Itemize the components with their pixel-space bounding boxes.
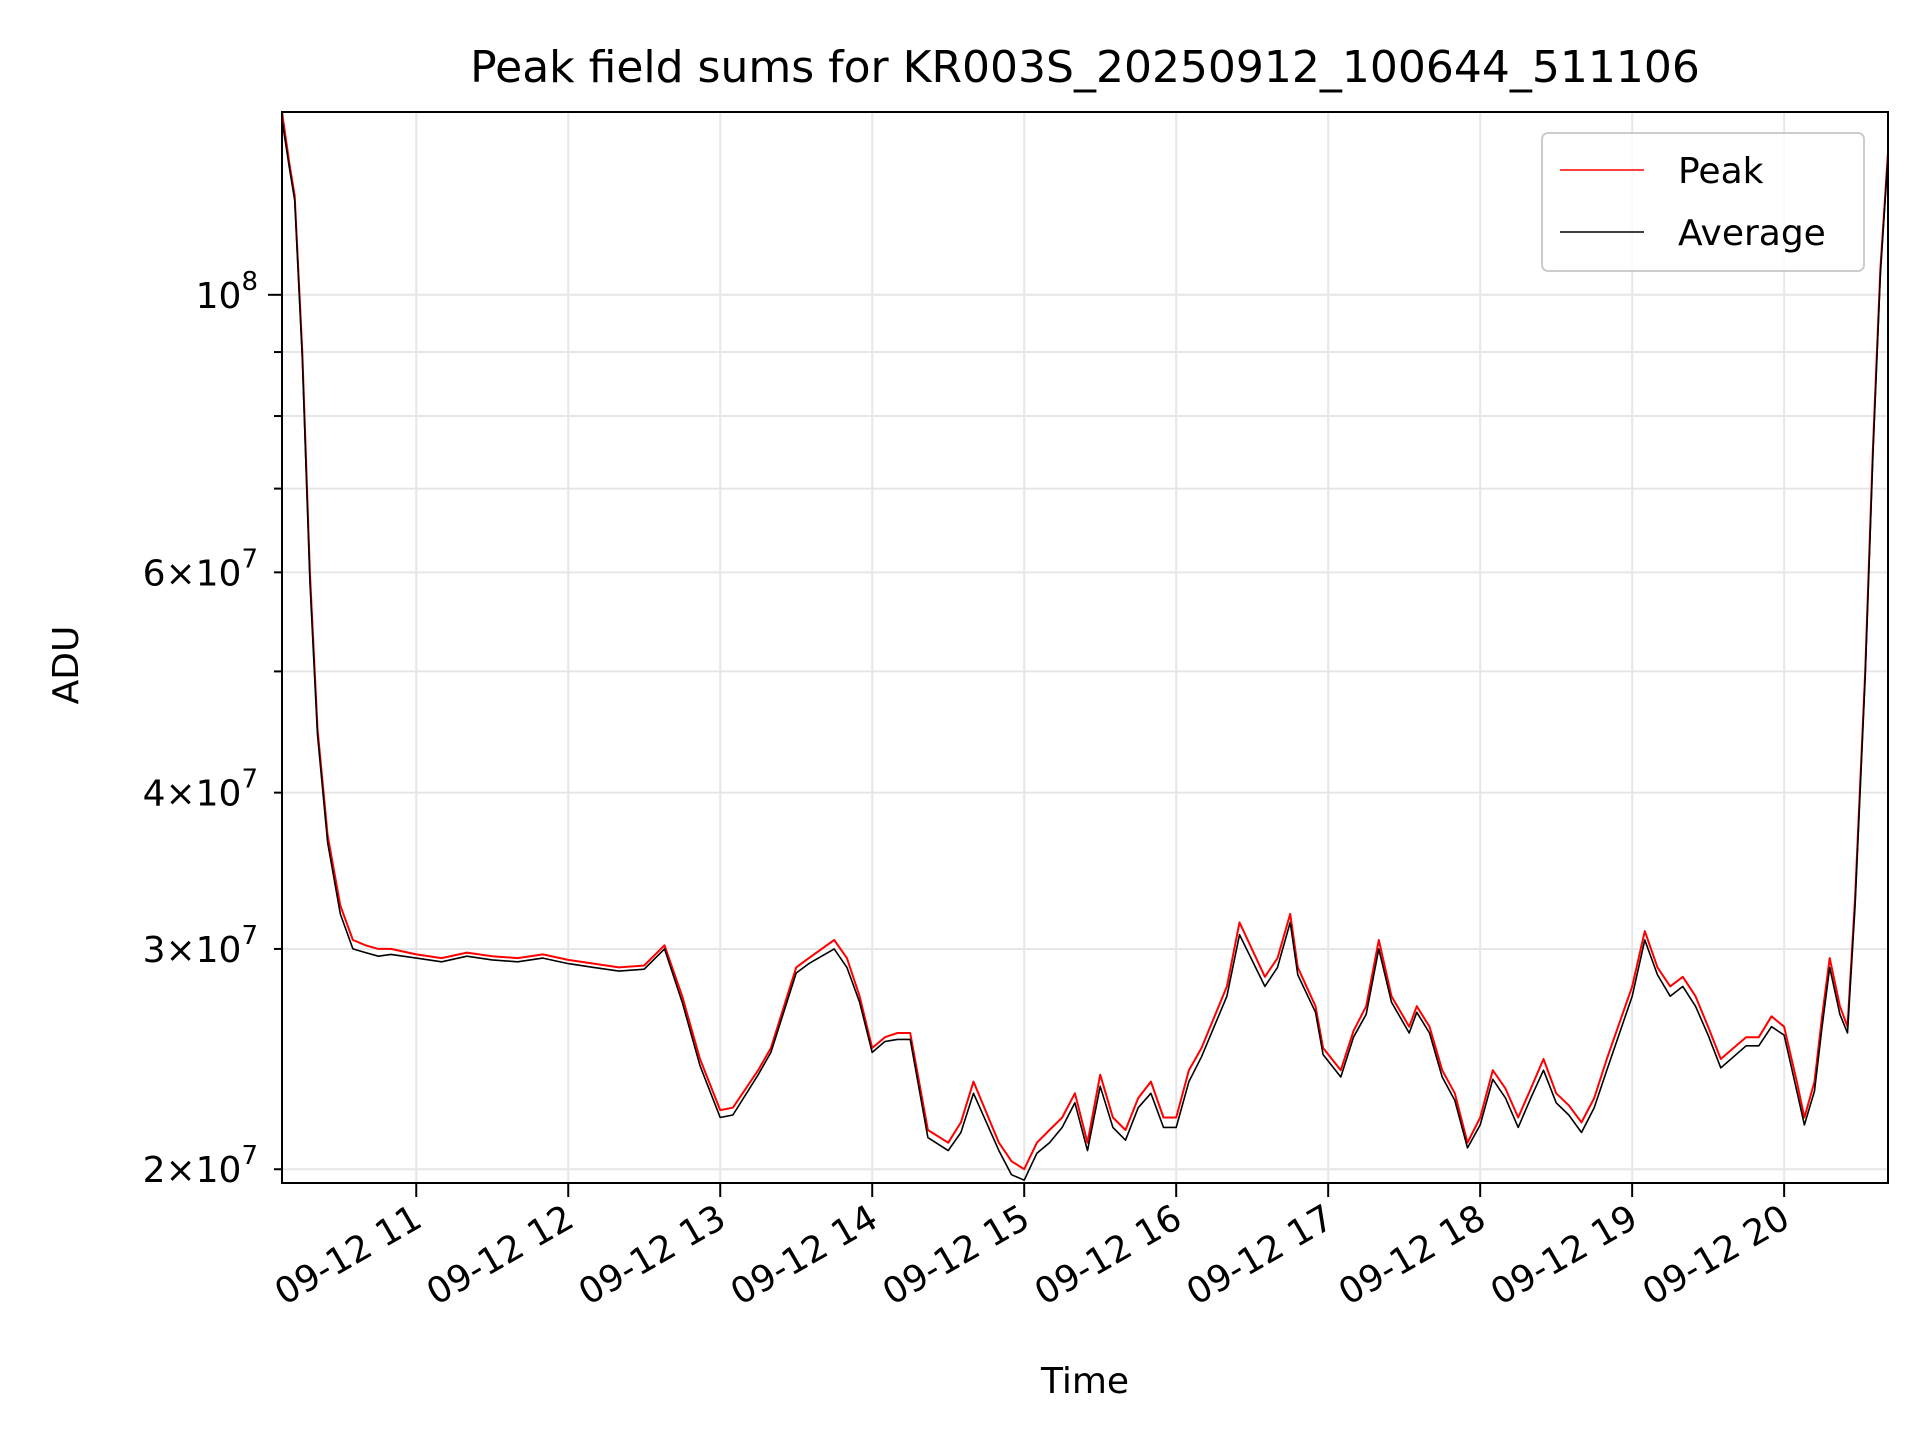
y-tick-base: 10 [196,774,242,815]
series-layer [282,112,1888,1181]
legend: Peak Average [1541,132,1865,272]
y-tick-label: 4×107 [143,765,258,815]
y-tick-base: 10 [196,1150,242,1191]
y-tick-times-sign: × [165,553,195,594]
legend-label-peak: Peak [1678,151,1764,192]
y-tick-exponent: 8 [241,267,258,297]
legend-box [1541,132,1865,272]
chart-title: Peak field sums for KR003S_20250912_1006… [470,42,1700,93]
y-tick-mantissa: 2 [143,1150,166,1191]
y-tick-mantissa: 6 [143,553,166,594]
series-line-average [282,119,1888,1181]
legend-label-average: Average [1678,213,1826,254]
y-tick-label: 6×107 [143,544,258,594]
grid-lines [282,112,1888,1183]
y-tick-mantissa: 3 [143,930,166,971]
y-tick-exponent: 7 [241,544,258,574]
series-line-peak [282,112,1888,1171]
y-tick-exponent: 7 [241,765,258,795]
y-tick-exponent: 7 [241,921,258,951]
y-tick-base: 10 [196,930,242,971]
y-tick-label: 3×107 [143,921,258,971]
y-tick-times-sign: × [165,930,195,971]
plot-area-frame [281,111,1889,1184]
y-tick-exponent: 7 [241,1141,258,1171]
y-axis-label: ADU [46,626,87,705]
y-tick-base: 10 [196,276,242,317]
y-tick-times-sign: × [165,774,195,815]
y-tick-mantissa: 4 [143,774,166,815]
y-tick-label: 108 [196,267,258,317]
y-tick-base: 10 [196,553,242,594]
y-tick-times-sign: × [165,1150,195,1191]
y-tick-label: 2×107 [143,1141,258,1191]
x-axis-label: Time [1040,1361,1129,1402]
